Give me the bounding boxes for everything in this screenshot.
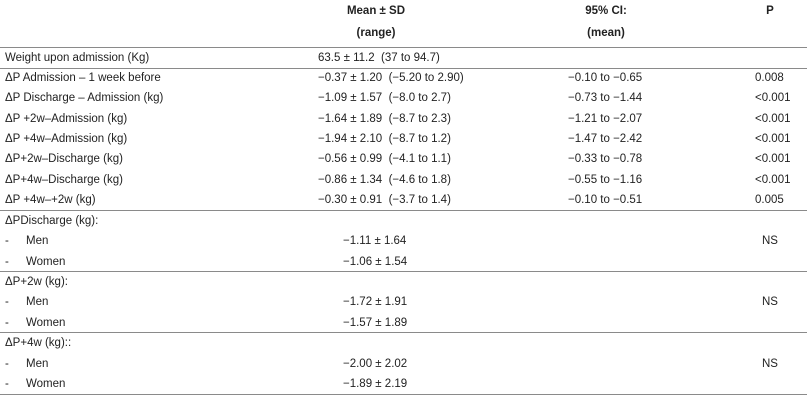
cell: <0.001 [755, 92, 791, 105]
group-title: ΔPDischarge (kg): [5, 214, 99, 227]
dash: - [5, 378, 9, 391]
rule [0, 210, 807, 211]
cell: −1.94 ± 2.10 (−8.7 to 1.2) [318, 132, 451, 145]
cell: NS [762, 357, 778, 370]
group-title: ΔP+2w (kg): [5, 275, 68, 288]
row-label: Men [26, 235, 49, 247]
cell: −1.06 ± 1.54 [343, 255, 408, 268]
cell: <0.001 [755, 132, 791, 145]
rule [0, 68, 807, 69]
dash: - [5, 357, 9, 370]
cell: −0.30 ± 0.91 (−3.7 to 1.4) [318, 193, 451, 206]
row-label: Men [26, 357, 49, 370]
rule [0, 332, 807, 333]
cell: 0.005 [755, 193, 784, 206]
row-label: ΔP Discharge – Admission (kg) [5, 92, 164, 105]
cell: −1.57 ± 1.89 [343, 316, 408, 329]
row-label: Men [26, 296, 49, 309]
cell: −0.55 to −1.16 [568, 173, 643, 186]
header-cell: (mean) [587, 27, 625, 39]
row-label: ΔP+4w–Discharge (kg) [5, 173, 123, 186]
rule [0, 271, 807, 272]
header-cell: P [766, 5, 774, 17]
row-label: ΔP +4w–Admission (kg) [5, 132, 128, 145]
row-label: Women [26, 255, 66, 268]
dash: - [5, 316, 9, 329]
cell: 63.5 ± 11.2 (37 to 94.7) [318, 52, 440, 64]
row-label: ΔP +2w–Admission (kg) [5, 112, 128, 125]
rule [0, 47, 807, 48]
cell: <0.001 [755, 173, 791, 186]
cell: −1.64 ± 1.89 (−8.7 to 2.3) [318, 112, 451, 125]
dash: - [5, 235, 9, 247]
cell: −0.10 to −0.51 [568, 193, 643, 206]
cell: NS [762, 296, 778, 309]
row-label: Women [26, 378, 66, 391]
cell: −0.10 to −0.65 [568, 72, 643, 84]
row-label: Weight upon admission (Kg) [5, 52, 150, 64]
cell: −2.00 ± 2.02 [343, 357, 408, 370]
cell: <0.001 [755, 112, 791, 125]
cell: −1.89 ± 2.19 [343, 378, 408, 391]
cell: −1.47 to −2.42 [568, 132, 643, 145]
dash: - [5, 296, 9, 309]
dash: - [5, 255, 9, 268]
row-label: Women [26, 316, 66, 329]
cell: −0.33 to −0.78 [568, 153, 643, 166]
cell: −1.09 ± 1.57 (−8.0 to 2.7) [318, 92, 451, 105]
group-title: ΔP+4w (kg):: [5, 337, 72, 350]
cell: −1.72 ± 1.91 [343, 296, 408, 309]
header-cell: 95% CI: [585, 5, 627, 17]
row-label: ΔP +4w–+2w (kg) [5, 193, 96, 206]
rule [0, 394, 807, 395]
cell: −1.21 to −2.07 [568, 112, 643, 125]
cell: <0.001 [755, 153, 791, 166]
row-label: ΔP Admission – 1 week before [5, 72, 161, 84]
cell: 0.008 [755, 72, 784, 84]
cell: NS [762, 235, 778, 247]
cell: −0.37 ± 1.20 (−5.20 to 2.90) [318, 72, 464, 84]
header-cell: Mean ± SD [346, 5, 406, 17]
cell: −0.56 ± 0.99 (−4.1 to 1.1) [318, 153, 451, 166]
header-cell: (range) [356, 27, 396, 39]
cell: −1.11 ± 1.64 [343, 235, 407, 247]
cell: −0.73 to −1.44 [568, 92, 643, 105]
row-label: ΔP+2w–Discharge (kg) [5, 153, 123, 166]
cell: −0.86 ± 1.34 (−4.6 to 1.8) [318, 173, 451, 186]
